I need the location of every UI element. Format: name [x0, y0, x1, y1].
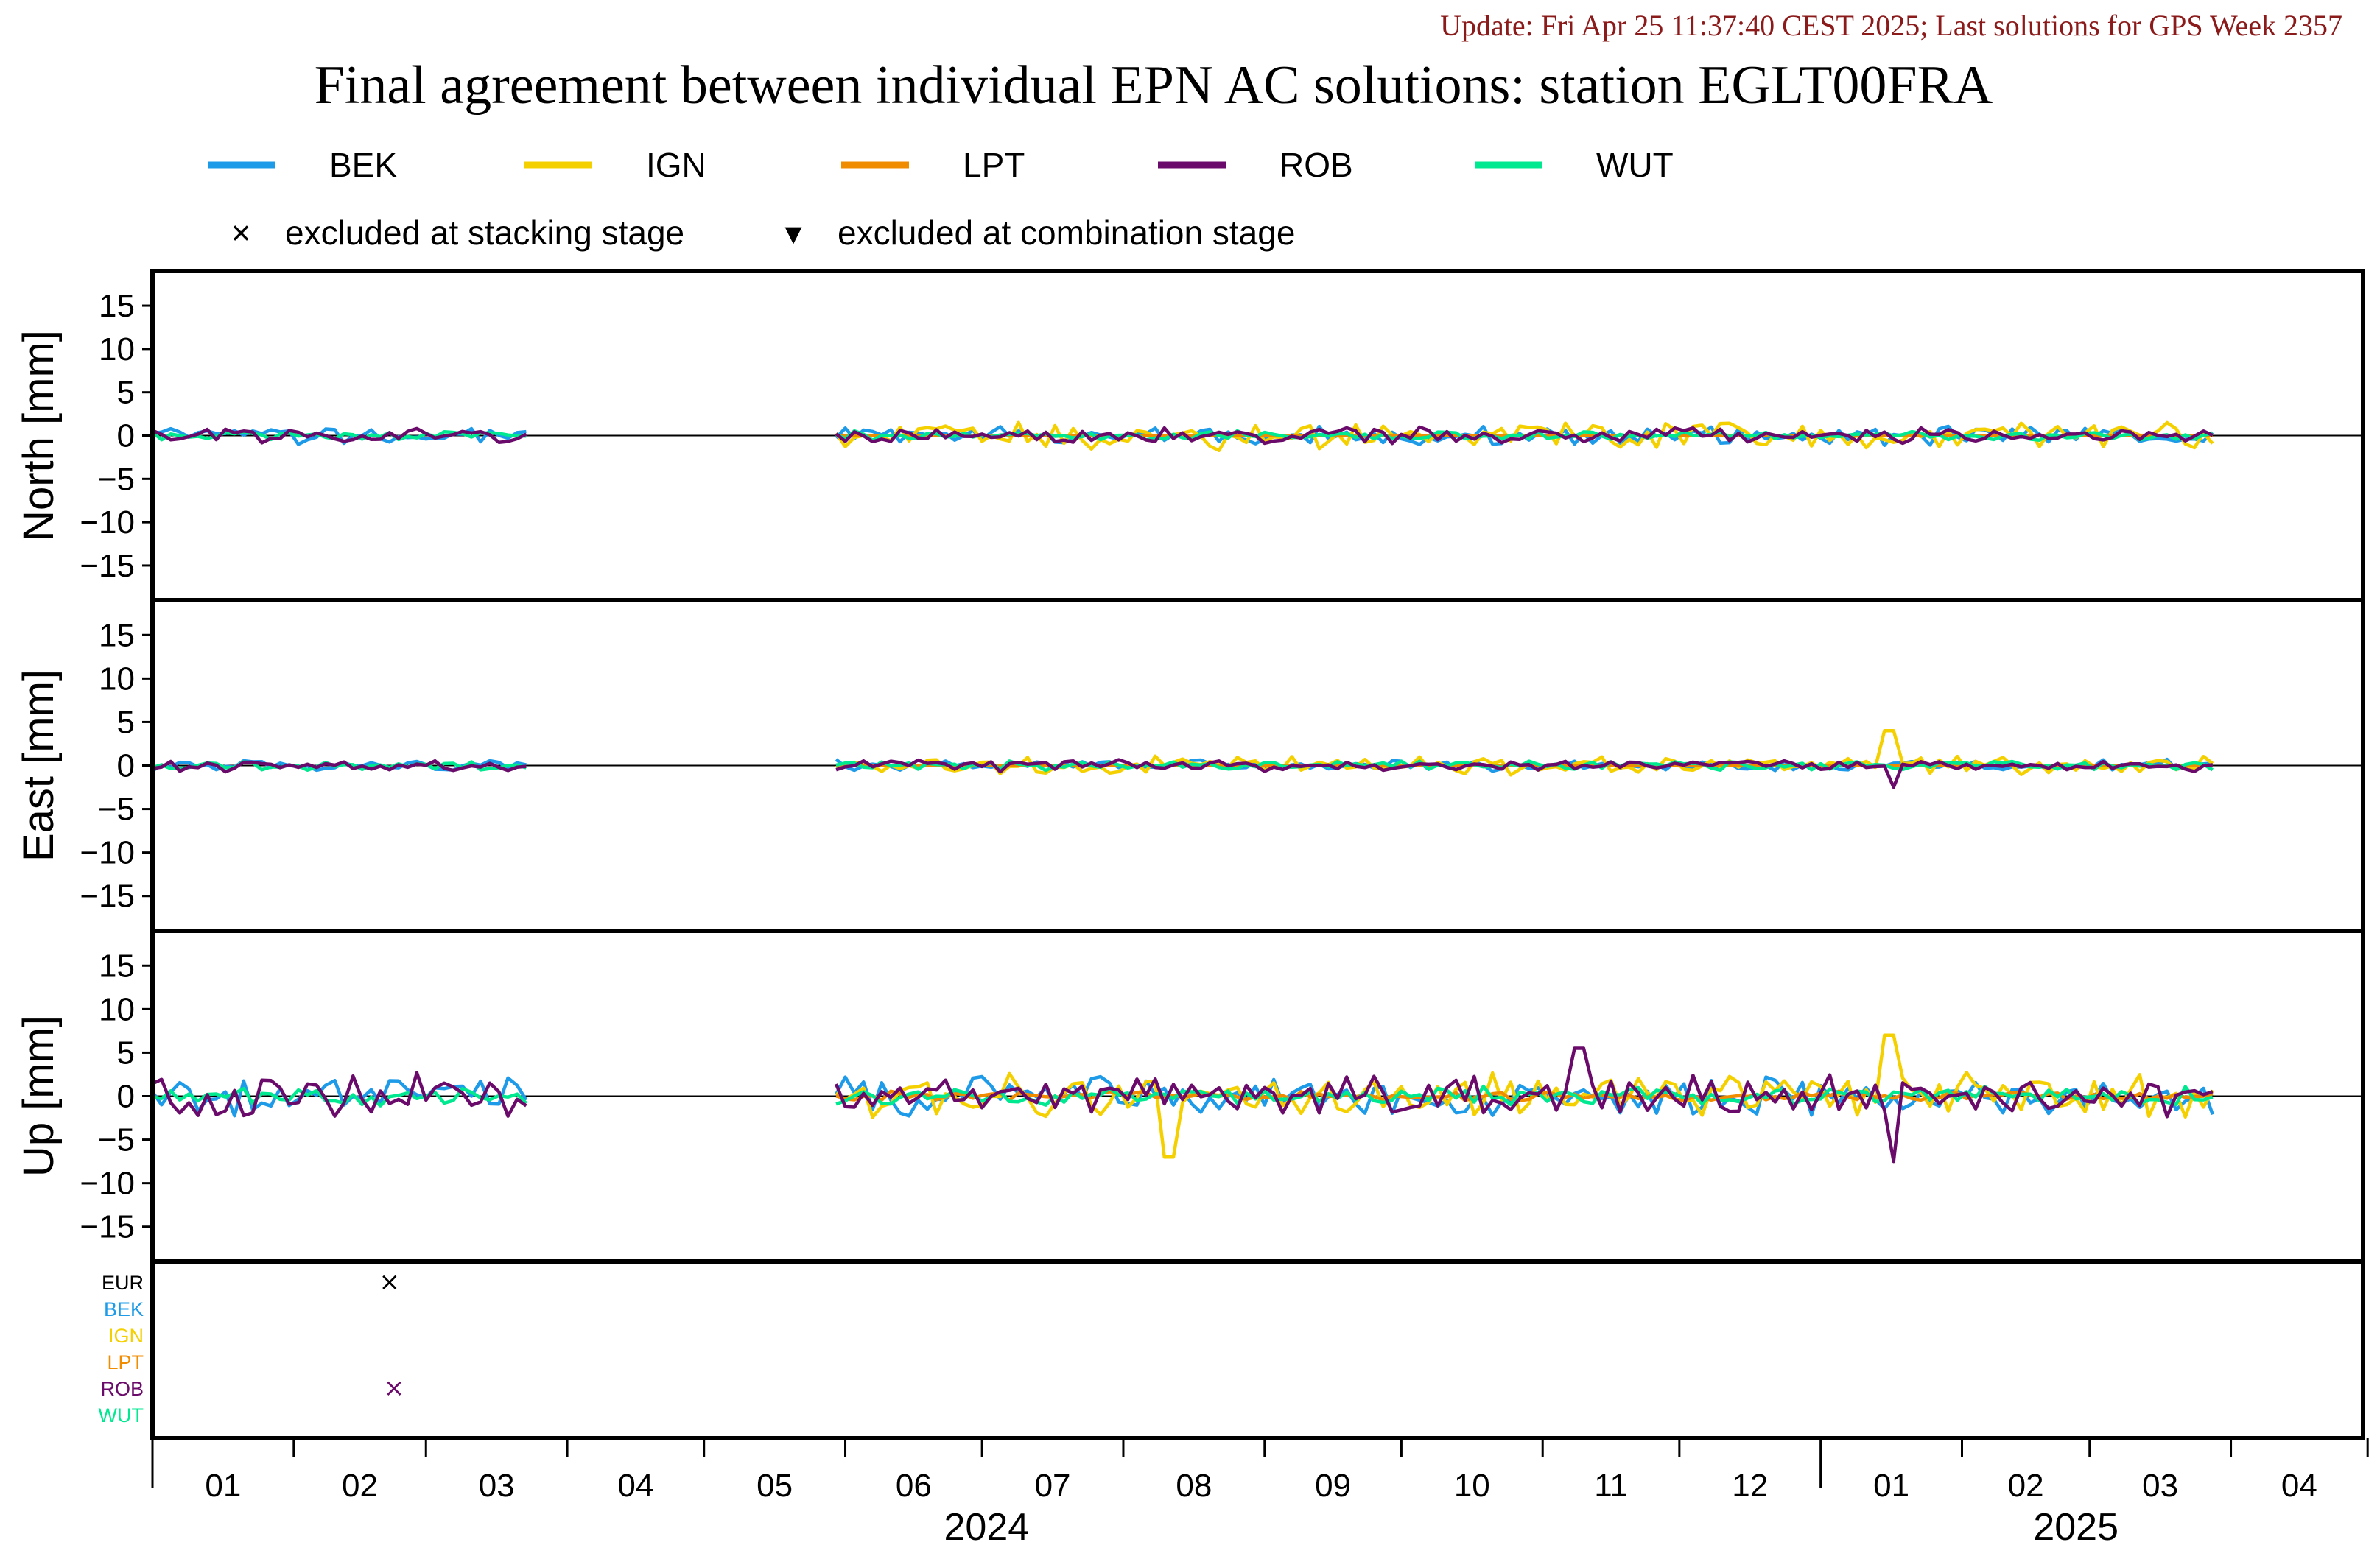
x-month-label: 07 [1035, 1468, 1071, 1504]
y-tick-label: −5 [98, 792, 135, 828]
legend-marker-symbol: ▾ [784, 214, 801, 252]
exclusion-frame [150, 1259, 2365, 1440]
y-tick-label: 0 [117, 418, 135, 454]
series-line-lpt [835, 1089, 2214, 1102]
x-month-label: 09 [1315, 1468, 1351, 1504]
y-tick-label: −10 [80, 1166, 135, 1202]
y-tick-label: 5 [117, 1035, 135, 1071]
y-tick-label: 15 [99, 288, 135, 324]
update-text: Update: Fri Apr 25 11:37:40 CEST 2025; L… [1440, 9, 2342, 42]
y-tick-label: 0 [117, 748, 135, 784]
legend-marker-label: excluded at stacking stage [285, 214, 684, 252]
exclusion-row-label-bek: BEK [104, 1298, 144, 1320]
plot-panels: 15 10 5 0 −5 −10 −15 North [mm] 15 10 5 0 −5 −10 −15 Ea… [15, 269, 2365, 1440]
y-axis-label: North [mm] [15, 330, 63, 541]
series-line-rob [835, 425, 2214, 446]
y-tick-label: −10 [80, 504, 135, 541]
x-month-label: 06 [896, 1468, 932, 1504]
series-line-rob [835, 758, 2214, 789]
x-month-label: 03 [2142, 1468, 2178, 1504]
legend-label-bek: BEK [329, 146, 397, 184]
exclusion-panel: EUR BEK IGN LPT ROB WUT × × [99, 1259, 2365, 1440]
y-tick-label: −5 [98, 461, 135, 497]
x-month-label: 03 [479, 1468, 515, 1504]
y-axis-label: Up [mm] [15, 1016, 63, 1177]
legend-label-lpt: LPT [963, 146, 1025, 184]
y-tick-label: 5 [117, 704, 135, 740]
x-month-label: 02 [342, 1468, 378, 1504]
series-line-rob [152, 426, 527, 445]
x-month-label: 10 [1454, 1468, 1490, 1504]
x-month-label: 12 [1732, 1468, 1768, 1504]
x-year-label: 2024 [944, 1506, 1029, 1545]
x-month-label: 04 [617, 1468, 653, 1504]
legend-marker-label: excluded at combination stage [838, 214, 1295, 252]
x-month-label: 05 [757, 1468, 793, 1504]
y-tick-label: −10 [80, 835, 135, 871]
exclusion-row-label-eur: EUR [102, 1272, 144, 1294]
chart-title: Final agreement between individual EPN A… [315, 55, 1993, 116]
legend-marker-symbol: × [231, 214, 251, 252]
panel-up: 15 10 5 0 −5 −10 −15 Up [mm] [15, 929, 2365, 1264]
y-tick-label: −15 [80, 879, 135, 915]
y-tick-label: 15 [99, 617, 135, 653]
x-axis: 01 02 03 04 05 06 07 08 09 10 11 12 01 02 03 04 2024 2025 [151, 1438, 2369, 1545]
exclusion-row-label-wut: WUT [99, 1404, 144, 1426]
y-tick-label: 10 [99, 661, 135, 697]
legend-label-wut: WUT [1596, 146, 1674, 184]
exclusion-marker: × [384, 1373, 405, 1403]
x-month-label: 01 [205, 1468, 241, 1504]
panel-north: 15 10 5 0 −5 −10 −15 North [mm] [15, 269, 2365, 602]
y-tick-label: −5 [98, 1122, 135, 1158]
panel-east: 15 10 5 0 −5 −10 −15 East [mm] [15, 598, 2365, 933]
y-tick-label: 5 [117, 375, 135, 411]
x-month-label: 01 [1873, 1468, 1909, 1504]
exclusion-marker: × [379, 1267, 401, 1297]
x-month-label: 04 [2281, 1468, 2317, 1504]
legend-label-ign: IGN [646, 146, 706, 184]
y-tick-label: −15 [80, 1209, 135, 1245]
legend-label-rob: ROB [1279, 146, 1353, 184]
exclusion-row-label-ign: IGN [108, 1325, 144, 1347]
series-line-rob [835, 1046, 2214, 1164]
y-tick-label: 10 [99, 991, 135, 1027]
exclusion-row-label-lpt: LPT [107, 1351, 144, 1373]
x-month-label: 11 [1594, 1468, 1628, 1504]
y-tick-label: 10 [99, 331, 135, 367]
series-line-rob [152, 759, 527, 774]
series-line-wut [152, 1086, 527, 1108]
x-month-label: 02 [2008, 1468, 2044, 1504]
y-axis-label: East [mm] [15, 669, 63, 862]
y-tick-label: 0 [117, 1079, 135, 1115]
exclusion-row-label-rob: ROB [100, 1378, 144, 1400]
series-line-rob [152, 1071, 527, 1118]
x-month-label: 08 [1176, 1468, 1212, 1504]
y-tick-label: −15 [80, 548, 135, 584]
x-year-label: 2025 [2033, 1506, 2119, 1545]
y-tick-label: 15 [99, 948, 135, 984]
legend: BEK IGN LPT ROB WUT × excluded at stacking sta… [208, 146, 1674, 252]
